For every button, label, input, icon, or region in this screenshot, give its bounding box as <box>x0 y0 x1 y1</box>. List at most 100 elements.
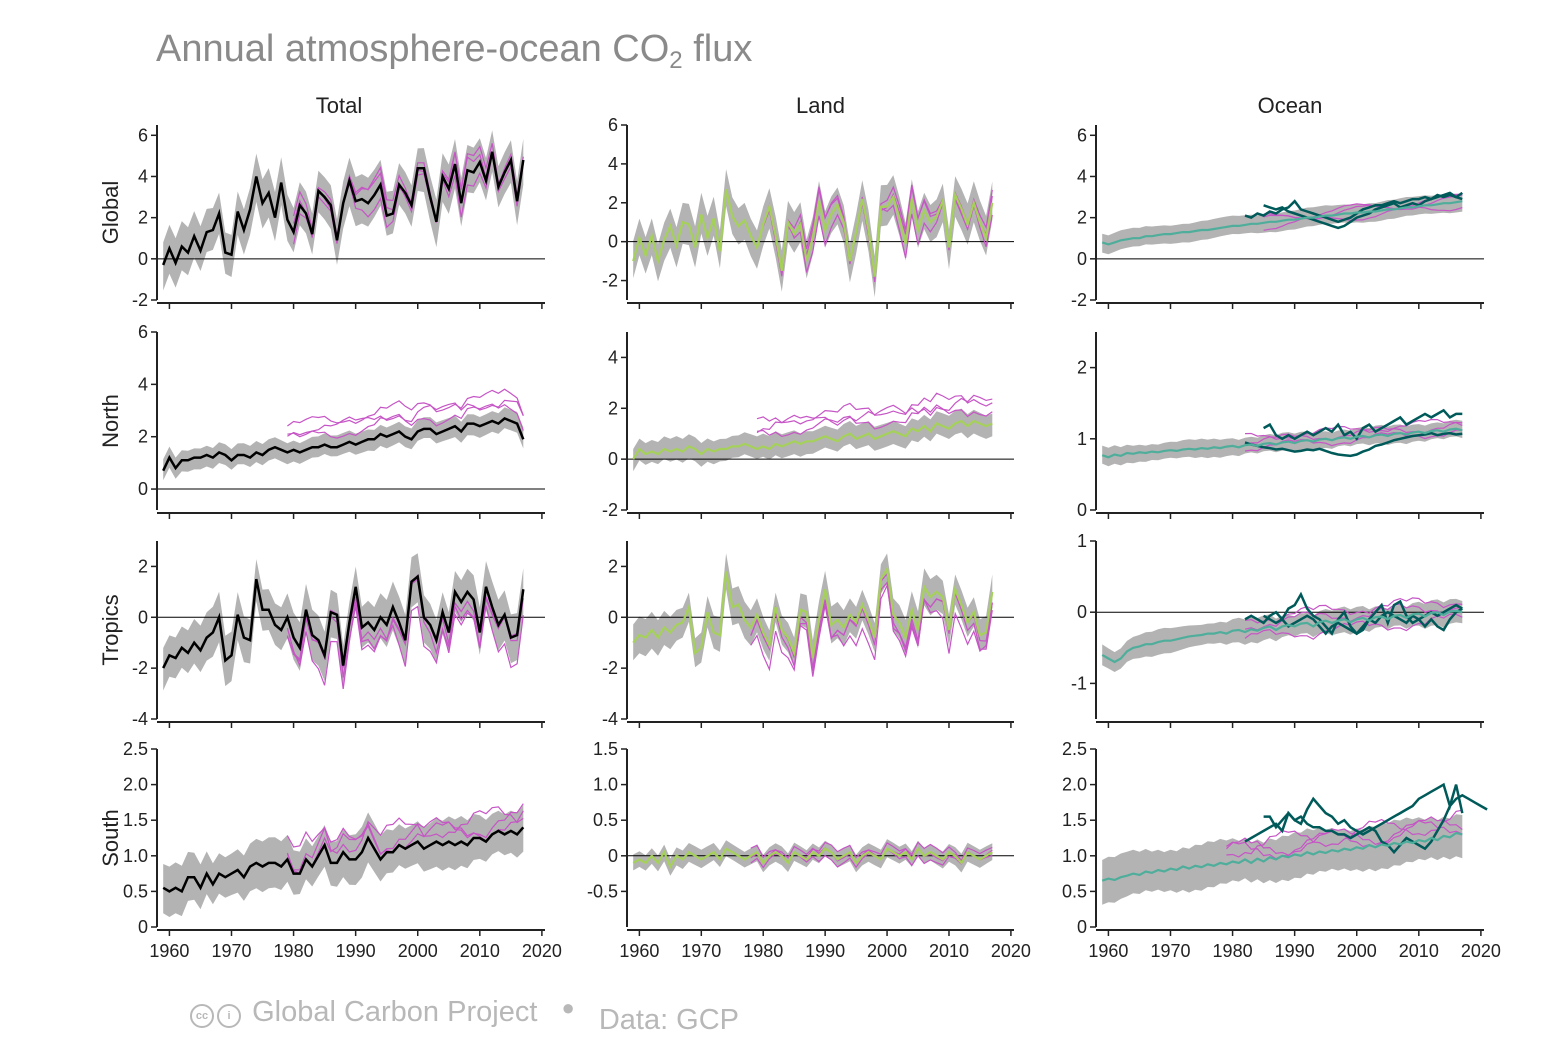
y-tick-label: 0 <box>138 917 148 937</box>
y-tick-label: -4 <box>132 709 148 729</box>
uncertainty-band <box>1102 814 1463 905</box>
main-series-line <box>1101 427 1463 459</box>
column-header-ocean: Ocean <box>1258 93 1323 118</box>
model-series-line <box>756 404 993 438</box>
main-series-line <box>162 151 525 267</box>
y-tick-label: 0 <box>1077 500 1087 520</box>
y-tick-label: 4 <box>608 154 618 174</box>
model-series-line <box>287 388 524 427</box>
panel-south-land: -0.5 0 0.5 1.0 1.5 1960 1970 1980 1990 2000 2010 20… <box>587 739 1031 961</box>
panel-north-total: 0 2 4 6 <box>138 322 545 519</box>
panel-tropics-land: -4 -2 0 2 <box>602 541 1014 729</box>
x-tick-label: 2020 <box>1461 941 1501 961</box>
x-tick-label: 1980 <box>1213 941 1253 961</box>
x-tick-label: 2000 <box>867 941 907 961</box>
y-tick-label: -4 <box>602 709 618 729</box>
main-series-line <box>632 188 994 277</box>
y-tick-label: 1.5 <box>593 739 618 759</box>
x-tick-label: 1980 <box>274 941 314 961</box>
y-tick-label: 0 <box>1077 917 1087 937</box>
footer-project: Global Carbon Project <box>252 996 538 1028</box>
y-tick-label: 2.0 <box>1062 775 1087 795</box>
panel-tropics-ocean: -1 0 1 <box>1071 531 1484 728</box>
y-tick-label: 0 <box>608 232 618 252</box>
y-tick-label: 2 <box>1077 208 1087 228</box>
chart-title: Annual atmosphere-ocean CO2 flux <box>156 28 753 74</box>
y-tick-label: 6 <box>608 115 618 135</box>
creative-commons-icon: cc <box>190 1004 214 1028</box>
panel-north-ocean: 0 1 2 <box>1077 332 1484 520</box>
observation-series-line <box>1244 793 1488 855</box>
model-series-line <box>287 399 524 438</box>
main-series-line <box>1101 831 1463 882</box>
x-tick-label: 1980 <box>743 941 783 961</box>
chart-footer: cc i Global Carbon Project ● Data: GCP <box>190 995 739 1036</box>
observation-series-line <box>1263 191 1463 230</box>
x-tick-label: 2000 <box>1337 941 1377 961</box>
uncertainty-band <box>163 805 524 917</box>
x-tick-label: 2010 <box>1399 941 1439 961</box>
x-tick-label: 1990 <box>1275 941 1315 961</box>
y-tick-label: 2 <box>1077 358 1087 378</box>
x-tick-label: 1990 <box>805 941 845 961</box>
y-tick-label: 2 <box>138 427 148 447</box>
y-tick-label: 4 <box>1077 166 1087 186</box>
main-series-line <box>1101 609 1463 664</box>
y-tick-label: 1 <box>1077 531 1087 551</box>
x-tick-label: 1970 <box>681 941 721 961</box>
y-tick-label: 0 <box>608 607 618 627</box>
y-tick-label: 0 <box>138 607 148 627</box>
column-header-total: Total <box>316 93 362 118</box>
y-tick-label: 2 <box>608 193 618 213</box>
x-tick-label: 1960 <box>619 941 659 961</box>
model-series-line <box>756 392 993 425</box>
y-tick-label: -2 <box>132 658 148 678</box>
y-tick-label: 2 <box>138 208 148 228</box>
y-tick-label: 0 <box>608 449 618 469</box>
y-tick-label: 0 <box>1077 602 1087 622</box>
panel-south-total: 0 0.5 1.0 1.5 2.0 2.5 1960 1970 1980 1990 2000 2010… <box>123 739 562 961</box>
y-tick-label: -2 <box>1071 290 1087 310</box>
y-tick-label: 0.5 <box>123 881 148 901</box>
uncertainty-band <box>633 408 993 472</box>
row-label-south: South <box>98 809 123 867</box>
uncertainty-band <box>633 553 993 675</box>
x-tick-label: 1990 <box>336 941 376 961</box>
x-tick-label: 1960 <box>1088 941 1128 961</box>
y-tick-label: 6 <box>1077 125 1087 145</box>
y-tick-label: 4 <box>138 166 148 186</box>
y-tick-label: -2 <box>602 500 618 520</box>
row-label-tropics: Tropics <box>98 594 123 665</box>
x-tick-label: 2010 <box>929 941 969 961</box>
y-tick-label: 2 <box>608 398 618 418</box>
model-series-line <box>1244 613 1463 640</box>
model-series-line <box>1263 194 1463 221</box>
y-tick-label: 1.5 <box>1062 810 1087 830</box>
y-tick-label: -2 <box>132 290 148 310</box>
observation-series-line <box>1244 591 1463 636</box>
model-series-line <box>286 803 524 871</box>
panel-global-ocean: -2 0 2 4 6 <box>1071 125 1484 310</box>
y-tick-label: 1.0 <box>123 846 148 866</box>
x-tick-label: 2000 <box>398 941 438 961</box>
y-tick-label: 6 <box>138 322 148 342</box>
x-tick-label: 1970 <box>211 941 251 961</box>
y-tick-label: 0.5 <box>1062 881 1087 901</box>
y-tick-label: -2 <box>602 271 618 291</box>
observation-series-line <box>1244 431 1463 458</box>
main-series-line <box>632 846 993 869</box>
footer-separator-dot: ● <box>561 995 575 1020</box>
model-series-line <box>750 583 993 672</box>
uncertainty-band <box>633 839 993 876</box>
y-tick-label: 2.5 <box>123 739 148 759</box>
y-tick-label: 1.5 <box>123 810 148 830</box>
uncertainty-band <box>1102 193 1463 255</box>
column-header-land: Land <box>796 93 845 118</box>
y-tick-label: 2 <box>138 556 148 576</box>
y-tick-label: 0 <box>138 249 148 269</box>
y-tick-label: 0 <box>1077 249 1087 269</box>
y-tick-label: 4 <box>608 347 618 367</box>
attribution-icon: i <box>217 1004 241 1028</box>
model-series-line <box>1226 809 1463 858</box>
